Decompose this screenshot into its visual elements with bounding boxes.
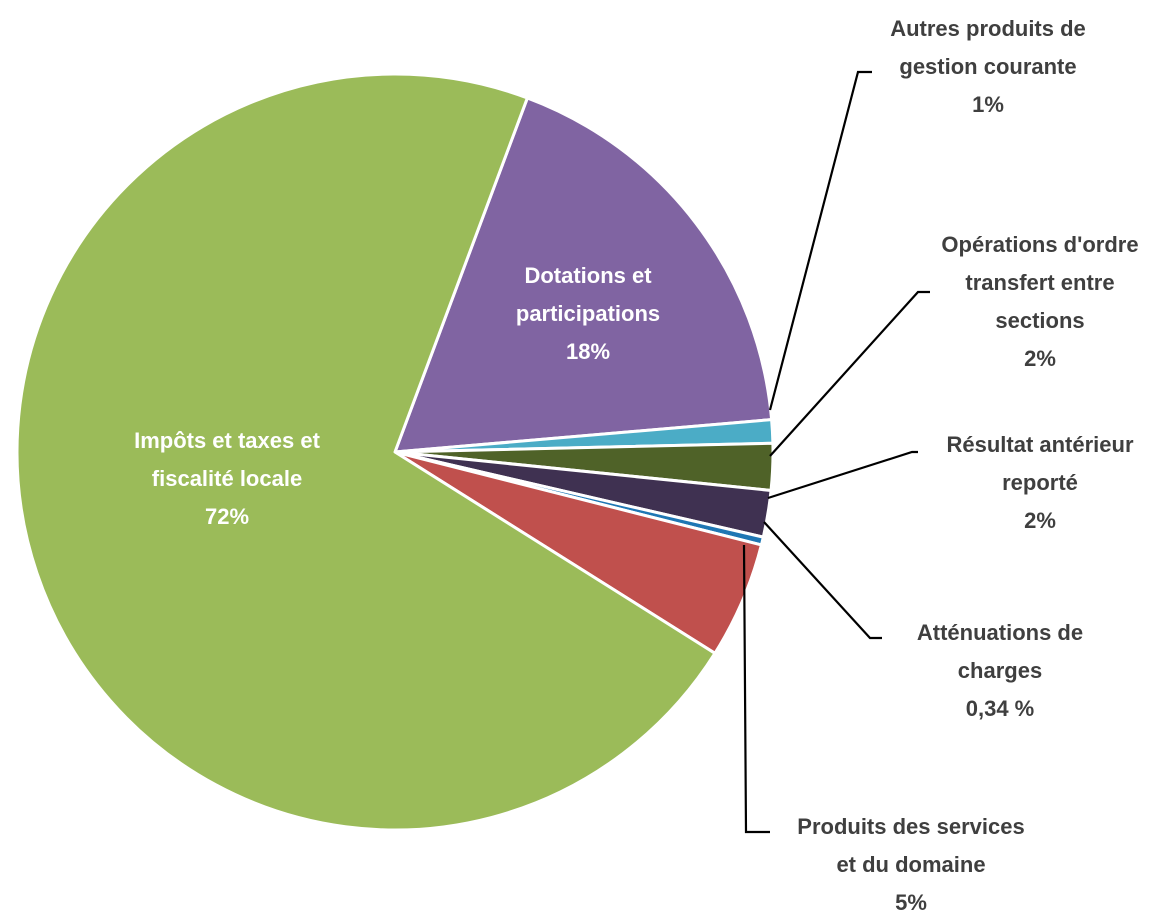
data-label-value: 0,34 %: [966, 696, 1035, 721]
data-label-value: 72%: [205, 504, 249, 529]
data-label-text: sections: [995, 308, 1084, 333]
data-label-text: Autres produits de: [890, 16, 1086, 41]
leader-line-operations-d-ordre-transfert-entre-sections: [769, 290, 930, 457]
data-label-text: fiscalité locale: [152, 466, 302, 491]
data-label-text: gestion courante: [899, 54, 1076, 79]
data-label-text: et du domaine: [836, 852, 985, 877]
pie-slices: [15, 72, 775, 832]
pie-slice-dotations-et-participations: [393, 96, 774, 454]
leader-line-attenuations-de-charges: [763, 521, 882, 640]
data-label-text: Résultat antérieur: [946, 432, 1133, 457]
data-label-value: 2%: [1024, 508, 1056, 533]
leader-line-resultat-anterieur-reporte: [767, 450, 918, 500]
data-label-text: Impôts et taxes et: [134, 428, 321, 453]
pie-slice-impots-et-taxes-et-fiscalite-locale: [15, 72, 717, 832]
data-label-value: 1%: [972, 92, 1004, 117]
data-label-impots-et-taxes-et-fiscalite-locale: Impôts et taxes et fiscalité locale 72%: [134, 428, 321, 529]
data-label-value: 5%: [895, 890, 927, 915]
leader-line-autres-produits-de-gestion-courante: [768, 70, 872, 411]
data-label-text: Opérations d'ordre: [941, 232, 1138, 257]
data-label-text: Dotations et: [524, 263, 652, 288]
leader-line-produits-des-services-et-du-domaine: [742, 544, 770, 834]
data-label-attenuations-de-charges: Atténuations de charges 0,34 %: [917, 620, 1083, 721]
data-label-text: reporté: [1002, 470, 1078, 495]
data-label-operations-d-ordre-transfert-entre-sections: Opérations d'ordre transfert entre section…: [941, 232, 1138, 371]
data-label-autres-produits-de-gestion-courante: Autres produits de gestion courante 1%: [890, 16, 1086, 117]
data-label-resultat-anterieur-reporte: Résultat antérieur reporté 2%: [946, 432, 1133, 533]
data-label-produits-des-services-et-du-domaine: Produits des services et du domaine 5%: [797, 814, 1024, 915]
data-label-text: transfert entre: [965, 270, 1114, 295]
data-label-value: 18%: [566, 339, 610, 364]
data-label-text: participations: [516, 301, 660, 326]
data-label-text: charges: [958, 658, 1042, 683]
data-label-value: 2%: [1024, 346, 1056, 371]
data-labels: Dotations et participations 18% Autres prod…: [134, 16, 1139, 915]
data-label-text: Atténuations de: [917, 620, 1083, 645]
data-label-text: Produits des services: [797, 814, 1024, 839]
leader-lines: [742, 70, 930, 834]
data-label-dotations-et-participations: Dotations et participations 18%: [516, 263, 660, 364]
